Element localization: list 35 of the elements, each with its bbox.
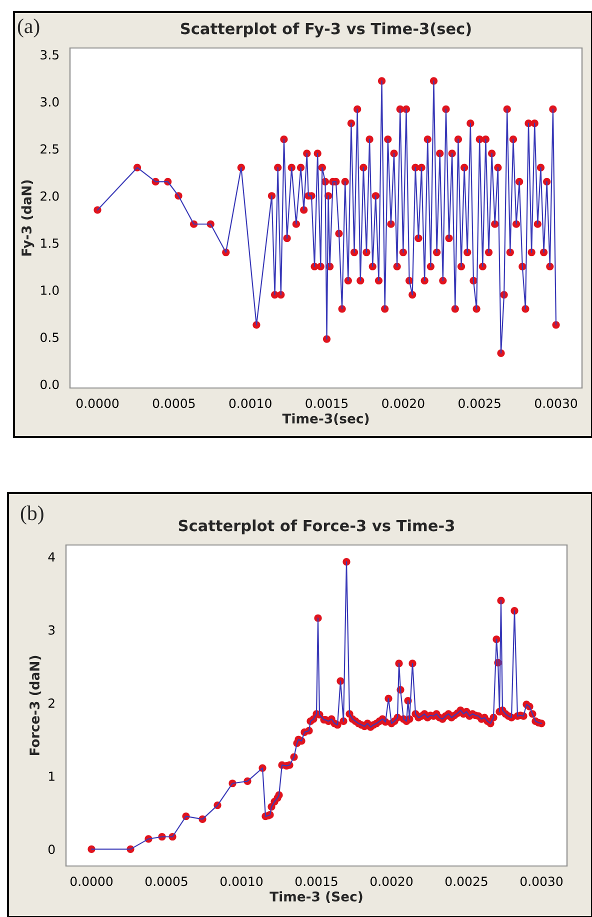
text: (b): [20, 506, 44, 524]
y-tick-label: 1.5: [41, 238, 58, 248]
y-tick-label: 3.5: [40, 50, 58, 60]
y-tick-label: 2.5: [40, 144, 58, 154]
y-tick-label: 0: [48, 844, 55, 854]
x-tick-label: 0.0000: [70, 876, 113, 886]
y-tick-label: 2: [48, 698, 54, 708]
x-tick-label: 0.0015: [295, 876, 338, 886]
x-tick-label: 0.0005: [152, 398, 195, 408]
x-axis-title: Time-3 (Sec): [270, 891, 362, 904]
x-tick-label: 0.0025: [458, 398, 500, 408]
x-tick-label: 0.0005: [145, 876, 188, 886]
x-tick-label: 0.0025: [445, 876, 488, 886]
x-tick-label: 0.0010: [220, 876, 263, 886]
x-axis-title: Time-3(sec): [282, 413, 369, 426]
y-tick-label: 3.0: [40, 97, 59, 107]
y-tick-label: 0.0: [40, 380, 59, 390]
x-tick-label: 0.0020: [382, 398, 424, 408]
y-tick-label: 4: [48, 552, 55, 562]
y-axis-title: Force-3 (daN): [29, 656, 42, 756]
x-tick-label: 0.0010: [229, 398, 272, 408]
y-tick-label: 1.0: [41, 286, 59, 295]
y-tick-label: 3: [48, 625, 55, 635]
chart-title: Scatterplot of Fy-3 vs Time-3(sec): [180, 22, 471, 38]
y-tick-label: 0.5: [40, 332, 58, 342]
chart-title: Scatterplot of Force-3 vs Time-3: [178, 520, 454, 534]
text: (a): [18, 18, 40, 38]
x-tick-label: 0.0015: [306, 398, 348, 408]
x-tick-label: 0.0000: [76, 398, 119, 408]
x-tick-label: 0.0030: [534, 398, 578, 408]
x-tick-label: 0.0020: [370, 876, 413, 886]
x-tick-label: 0.0030: [520, 876, 563, 886]
y-tick-label: 2.0: [40, 191, 59, 201]
y-tick-label: 1: [49, 772, 54, 781]
y-axis-title: Fy-3 (daN): [21, 180, 34, 256]
